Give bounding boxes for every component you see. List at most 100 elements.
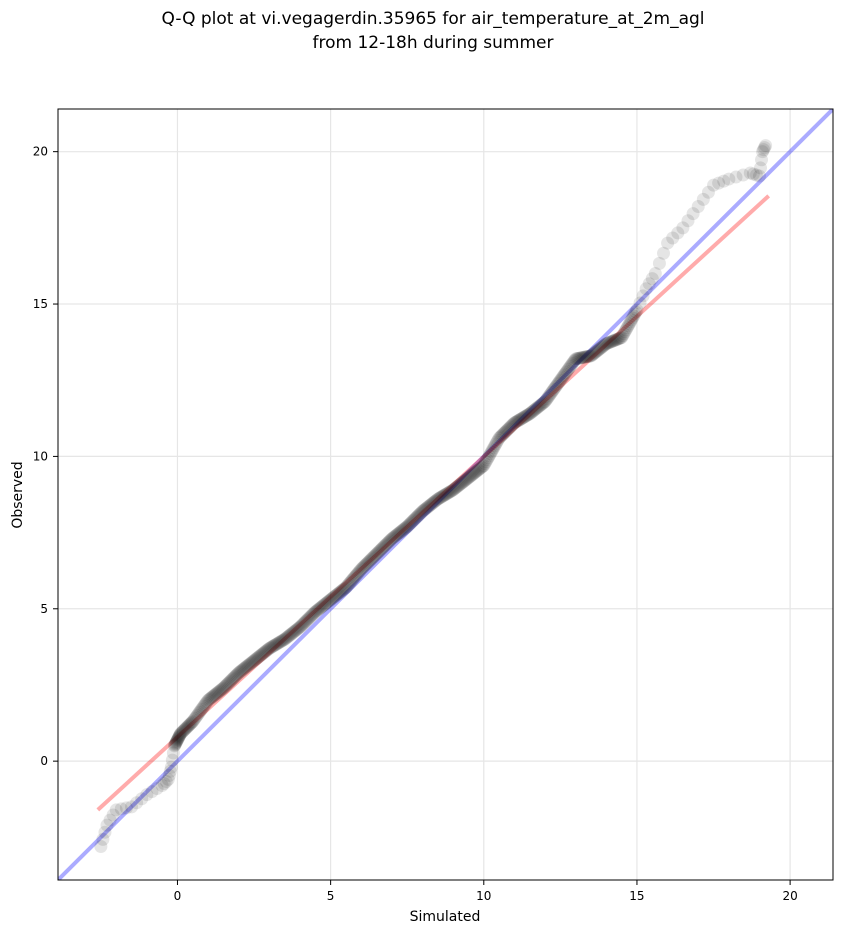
quantile-point <box>169 736 183 750</box>
quantile-point <box>302 611 316 625</box>
quantile-point <box>227 670 241 684</box>
quantile-point <box>617 327 631 341</box>
quantile-point <box>293 620 307 634</box>
quantile-point <box>428 495 442 509</box>
quantile-point <box>283 628 297 642</box>
quantile-point <box>209 687 223 701</box>
quantile-point <box>218 680 232 694</box>
quantile-point <box>411 509 425 523</box>
quantile-point <box>759 139 773 153</box>
quantile-point <box>274 634 288 648</box>
quantile-point <box>244 656 258 670</box>
quantile-point <box>442 486 456 500</box>
quantile-point <box>569 352 583 366</box>
quantile-point <box>507 416 521 430</box>
quantile-point <box>611 332 625 346</box>
quantile-point <box>717 174 731 188</box>
quantile-point <box>448 481 462 495</box>
quantile-point <box>457 474 471 488</box>
quantile-point <box>550 378 564 392</box>
quantile-point <box>400 519 414 533</box>
quantile-point <box>517 410 531 424</box>
quantile-point <box>247 654 261 668</box>
quantile-point <box>372 545 386 559</box>
quantile-point <box>373 544 387 558</box>
quantile-point <box>387 530 401 544</box>
quantile-point <box>529 402 543 416</box>
quantile-point <box>232 666 246 680</box>
quantile-point <box>312 602 326 616</box>
quantile-point <box>729 170 743 184</box>
quantile-point <box>547 382 561 396</box>
quantile-point <box>306 607 320 621</box>
quantile-point <box>537 395 551 409</box>
quantile-point <box>639 282 653 296</box>
quantile-point <box>606 334 620 348</box>
x-tick-label: 10 <box>476 889 491 903</box>
quantile-point <box>235 663 249 677</box>
quantile-point <box>452 479 466 493</box>
quantile-point <box>449 480 463 494</box>
quantile-point <box>181 720 195 734</box>
quantile-point <box>466 467 480 481</box>
quantile-point <box>189 710 203 724</box>
quantile-point <box>216 681 230 695</box>
quantile-point <box>259 644 273 658</box>
quantile-point <box>347 571 361 585</box>
quantile-point <box>300 614 314 628</box>
quantile-point <box>535 397 549 411</box>
quantile-point <box>626 311 640 325</box>
quantile-point <box>572 351 586 365</box>
quantile-point <box>356 560 370 574</box>
quantile-point <box>176 724 190 738</box>
quantile-point <box>338 581 352 595</box>
quantile-point <box>377 539 391 553</box>
quantile-point <box>282 629 296 643</box>
quantile-point <box>291 622 305 636</box>
quantile-point <box>623 315 637 329</box>
grid <box>58 109 833 880</box>
quantile-point <box>359 558 373 572</box>
quantile-point <box>381 536 395 550</box>
quantile-point <box>246 654 260 668</box>
quantile-point <box>542 388 556 402</box>
quantile-point <box>348 570 362 584</box>
quantile-point <box>533 399 547 413</box>
quantile-point <box>624 313 638 327</box>
quantile-point <box>355 561 369 575</box>
quantile-point <box>219 679 233 693</box>
quantile-point <box>570 352 584 366</box>
quantile-point <box>172 729 186 743</box>
quantile-point <box>441 486 455 500</box>
y-tick-label: 0 <box>40 754 48 768</box>
quantile-point <box>196 701 210 715</box>
quantile-point <box>422 499 436 513</box>
quantile-point <box>292 621 306 635</box>
quantile-point <box>707 178 721 192</box>
quantile-point <box>198 698 212 712</box>
quantile-point <box>307 606 321 620</box>
quantile-point <box>477 459 491 473</box>
quantile-point <box>446 483 460 497</box>
quantile-point <box>642 277 656 291</box>
quantile-point <box>171 731 185 745</box>
quantile-point <box>519 409 533 423</box>
quantile-point <box>492 431 506 445</box>
quantile-point <box>511 414 525 428</box>
quantile-point <box>237 661 251 675</box>
quantile-point <box>594 341 608 355</box>
quantile-point <box>471 463 485 477</box>
quantile-point <box>421 500 435 514</box>
quantile-point <box>254 648 268 662</box>
quantile-point <box>294 619 308 633</box>
quantile-point <box>187 713 201 727</box>
quantile-point <box>548 381 562 395</box>
quantile-point <box>295 618 309 632</box>
quantile-point <box>483 447 497 461</box>
quantile-point <box>321 594 335 608</box>
quantile-point <box>164 760 178 774</box>
quantile-point <box>472 462 486 476</box>
quantile-point <box>174 726 188 740</box>
quantile-point <box>474 461 488 475</box>
quantile-point <box>605 334 619 348</box>
